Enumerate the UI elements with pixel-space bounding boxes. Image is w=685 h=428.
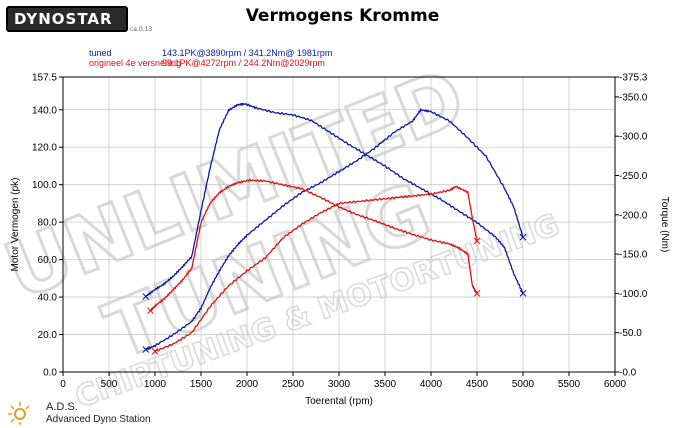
dynostar-logo: DYNOSTAR: [6, 6, 128, 32]
y-right-tick-label: -50.0: [619, 328, 642, 339]
series-layer: [142, 102, 527, 355]
x-tick-label: 1000: [144, 379, 167, 390]
series-original-torque: [149, 178, 478, 312]
y-left-axis-label: Motor Vermogen (pk): [10, 178, 21, 272]
y-left-tick-label: 40.0: [38, 293, 58, 304]
series-end-marker: [473, 237, 481, 245]
y-left-tick-label: 20.0: [38, 330, 58, 341]
y-right-tick-label: -200.0: [619, 210, 648, 221]
series-tuned-power: [145, 108, 524, 351]
y-right-tick-label: -0.0: [619, 368, 637, 379]
x-tick-label: 1500: [190, 379, 213, 390]
y-left-tick-label: 157.5: [32, 73, 57, 84]
series-end-marker: [519, 233, 527, 241]
y-right-tick-label: -250.0: [619, 171, 648, 182]
y-left-tick-label: 0.0: [43, 368, 57, 379]
legend-original: origineel 4e versnelling 99.1PK@4272rpm /…: [84, 48, 325, 68]
ads-sun-icon: [8, 402, 30, 425]
x-tick-label: 4500: [466, 379, 489, 390]
y-left-tick-label: 80.0: [38, 218, 58, 229]
series-start-marker: [147, 307, 154, 315]
series-start-marker: [142, 293, 150, 300]
axis-labels: 0 500 1000 1500 2000 2500 3000 3500 4000 4500 5000…: [10, 73, 670, 408]
series-end-marker: [519, 290, 527, 297]
x-tick-label: 3500: [374, 379, 397, 390]
x-axis-label: Toerental (rpm): [305, 396, 373, 407]
series-start-marker: [151, 348, 159, 355]
y-left-tick-label: 120.0: [32, 143, 57, 154]
legend-tuned-value: 143.1PK@3890rpm / 341.2Nm@ 1981rpm: [162, 48, 333, 58]
legend-tuned: tuned 143.1PK@3890rpm / 341.2Nm@ 1981rpm: [84, 38, 332, 58]
y-right-tick-label: -100.0: [619, 289, 648, 300]
x-tick-label: 5500: [558, 379, 581, 390]
logo-version: ca.0.13: [130, 26, 153, 33]
y-left-tick-label: 140.0: [32, 105, 57, 116]
y-right-tick-label: -350.0: [619, 92, 648, 103]
x-tick-label: 500: [101, 379, 118, 390]
chart-title: Vermogens Kromme: [245, 6, 440, 26]
legend-original-label: origineel 4e versnelling: [89, 58, 182, 68]
x-tick-label: 3000: [328, 379, 351, 390]
x-tick-label: 2000: [236, 379, 259, 390]
x-tick-label: 4000: [420, 379, 443, 390]
legend-original-value: 99.1PK@4272rpm / 244.2Nm@2029rpm: [162, 58, 325, 68]
y-left-tick-label: 100.0: [32, 180, 57, 191]
x-tick-label: 2500: [282, 379, 305, 390]
y-left-tick-label: 60.0: [38, 255, 58, 266]
series-original-power: [154, 185, 478, 353]
legend-tuned-label: tuned: [89, 48, 112, 58]
ads-subtitle: Advanced Dyno Station: [46, 414, 151, 425]
x-tick-label: 0: [60, 379, 66, 390]
series-end-marker: [473, 290, 481, 297]
x-tick-label: 6000: [604, 379, 627, 390]
y-right-tick-label: -300.0: [619, 132, 648, 143]
series-start-marker: [142, 346, 150, 353]
y-right-tick-label: -150.0: [619, 250, 648, 261]
x-tick-label: 5000: [512, 379, 535, 390]
axes: [59, 76, 619, 376]
y-right-tick-label: -375.3: [619, 73, 648, 84]
y-right-axis-label: Torque (Nm): [659, 197, 670, 253]
series-tuned-torque: [145, 102, 524, 298]
ads-title: A.D.S.: [46, 401, 78, 413]
